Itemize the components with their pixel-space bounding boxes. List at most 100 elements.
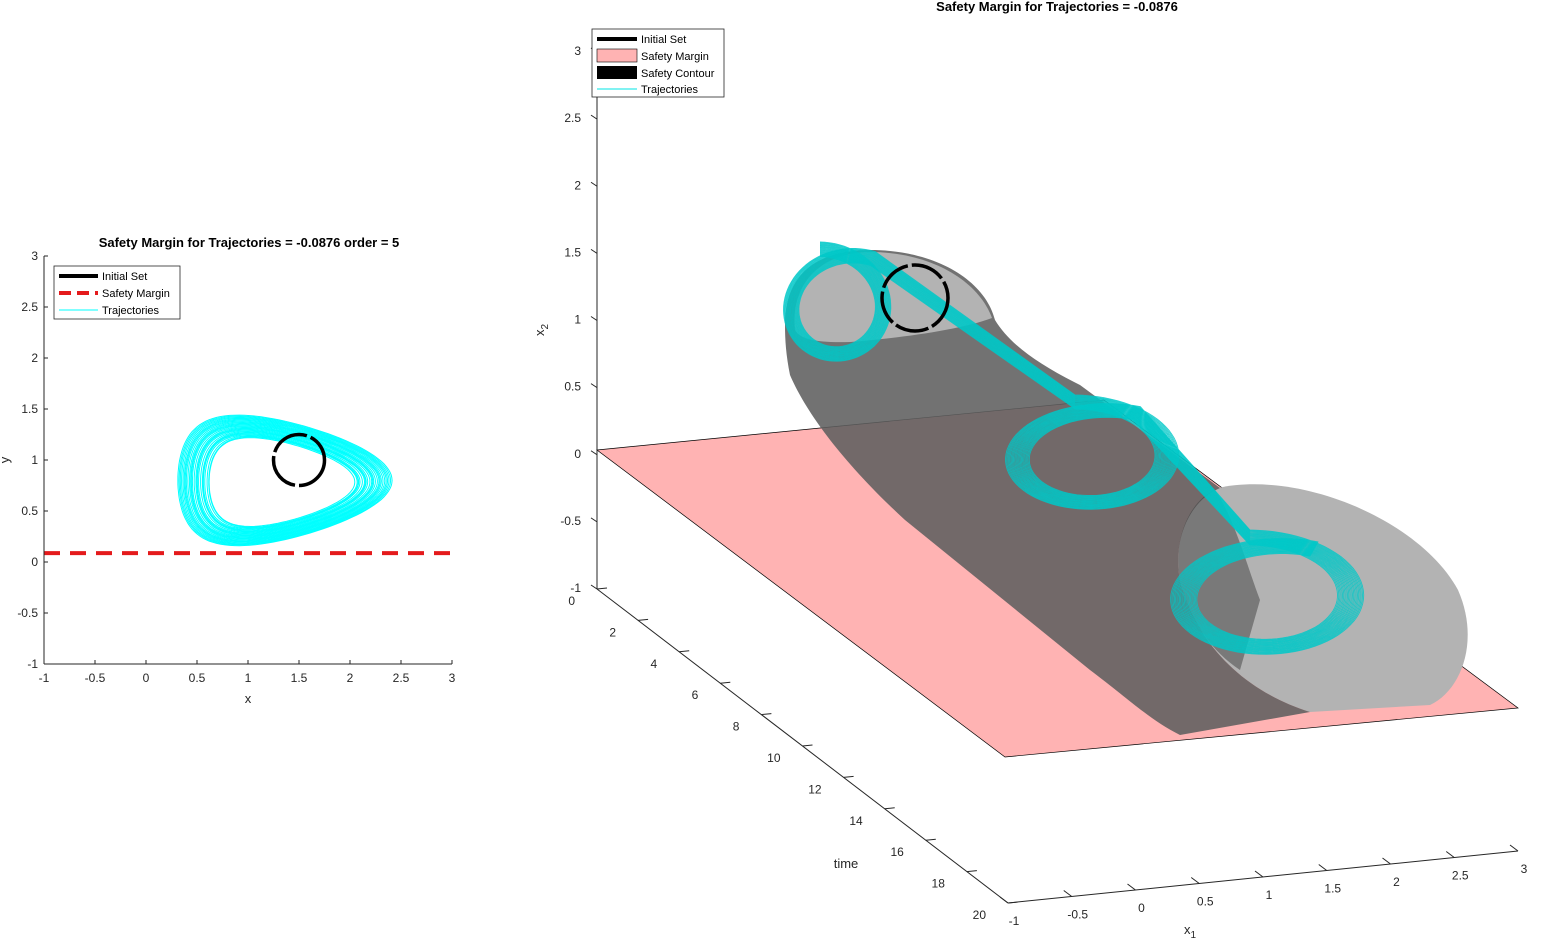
x1-tick-label: 1.5 (1324, 882, 1341, 896)
left-y-tick-label: 0 (31, 555, 38, 569)
phase-plot-3d: Safety Margin for Trajectories = -0.0876… (532, 0, 1528, 941)
time-tick-mark (761, 713, 772, 716)
trajectory-3d-line (785, 243, 1361, 653)
right-chart-title: Safety Margin for Trajectories = -0.0876 (936, 0, 1178, 14)
trajectory-3d-line (793, 251, 1347, 645)
x2-axis-label: x2 (532, 324, 551, 337)
x1-tick-label: 2 (1393, 875, 1400, 889)
x2-tick-label: 0.5 (564, 380, 581, 394)
left-x-tick-label: 3 (449, 671, 456, 685)
time-tick-label: 10 (767, 751, 781, 765)
left-x-tick-label: 1 (245, 671, 252, 685)
left-trajectory-line (181, 417, 389, 544)
left-trajectory-line (196, 428, 371, 535)
trajectory-3d-line (798, 256, 1338, 640)
left-y-tick-label: 2.5 (21, 300, 38, 314)
left-x-axis-label: x (245, 691, 252, 706)
left-y-tick-label: 0.5 (21, 504, 38, 518)
time-tick-label: 4 (651, 657, 658, 671)
x1-tick-mark (1063, 890, 1073, 897)
left-legend-label-safety-margin: Safety Margin (102, 288, 170, 300)
left-legend-label-trajectories: Trajectories (102, 305, 160, 317)
time-axis-label: time (834, 856, 859, 871)
left-trajectories (177, 414, 393, 547)
initial-set-3d (880, 263, 950, 333)
trajectory-3d-line (788, 247, 1355, 650)
trajectories-3d (783, 241, 1365, 655)
time-tick-mark (638, 618, 649, 621)
left-trajectory-line (190, 424, 376, 538)
x2-tick-label: -1 (570, 581, 581, 595)
time-tick-mark (720, 681, 731, 684)
time-tick-mark (679, 650, 690, 653)
left-y-tick-label: -1 (27, 657, 38, 671)
x1-tick-mark (1382, 857, 1391, 865)
trajectory-3d-line (796, 253, 1342, 642)
left-y-tick-label: 3 (31, 249, 38, 263)
left-trajectory-line (201, 431, 366, 532)
x1-tick-label: -1 (1009, 914, 1020, 928)
right-legend-swatch-safety-contour (597, 66, 637, 79)
trajectory-3d-line (794, 251, 1346, 645)
trajectory-3d-line (784, 242, 1362, 654)
x1-tick-mark (1318, 864, 1328, 871)
x1-axis-ticks: -1 -0.5 0 0.5 1 1.5 2 2.5 3 (999, 844, 1528, 928)
left-trajectory-line (202, 432, 363, 531)
time-tick-label: 20 (973, 908, 987, 922)
trajectory-3d-line (783, 242, 1363, 655)
left-y-tick-label: -0.5 (17, 606, 38, 620)
left-y-axis-label: y (0, 456, 12, 463)
left-trajectory-line (198, 430, 367, 534)
x2-tick-label: 1 (574, 313, 581, 327)
left-x-tick-label: 2.5 (393, 671, 410, 685)
left-x-tick-label: 1.5 (291, 671, 308, 685)
left-trajectory-line (177, 414, 393, 547)
x1-tick-label: 0 (1138, 901, 1145, 915)
left-trajectory-line (183, 419, 386, 543)
time-tick-label: 6 (692, 688, 699, 702)
trajectory-3d-line (787, 245, 1357, 651)
x1-tick-mark (1445, 851, 1455, 858)
left-trajectory-line (187, 421, 381, 541)
time-tick-mark (966, 870, 977, 873)
x1-axis-label: x1 (1184, 922, 1197, 941)
trajectory-3d-line (792, 250, 1348, 646)
left-y-tick-label: 2 (31, 351, 38, 365)
right-legend: Initial Set Safety Margin Safety Contour… (591, 28, 725, 98)
right-legend-label-trajectories: Trajectories (641, 84, 699, 96)
left-x-tick-label: -1 (39, 671, 50, 685)
trajectory-3d-line (786, 245, 1358, 652)
time-tick-label: 12 (808, 782, 822, 796)
x2-tick-label: 1.5 (564, 245, 581, 259)
trajectory-3d-line (788, 246, 1356, 650)
x1-axis-label-sub: 1 (1190, 930, 1196, 941)
trajectory-3d-line (791, 249, 1350, 647)
left-trajectory-line (184, 420, 384, 542)
trajectory-3d-line (794, 252, 1345, 644)
x2-tick-mark (590, 450, 598, 456)
x1-tick-label: 1 (1266, 888, 1273, 902)
left-trajectory-line (185, 421, 382, 541)
x2-tick-mark (590, 248, 598, 254)
x2-tick-mark (590, 584, 598, 590)
x2-tick-mark (590, 383, 598, 389)
left-initial-set-circle (271, 432, 327, 488)
x1-tick-label: 2.5 (1452, 869, 1469, 883)
trajectory-3d-line (790, 248, 1352, 648)
right-legend-swatch-safety-margin (596, 48, 638, 63)
phase-plot-2d: Safety Margin for Trajectories = -0.0876… (0, 235, 456, 706)
trajectory-3d-line (783, 241, 1365, 655)
left-legend: Initial Set Safety Margin Trajectories (53, 265, 181, 320)
x1-tick-label: 0.5 (1197, 895, 1214, 909)
x2-axis-label-main: x (532, 329, 547, 336)
time-tick-mark (925, 838, 936, 841)
x1-tick-mark (1254, 870, 1264, 878)
left-trajectory-line (179, 416, 390, 545)
left-trajectory-line (195, 427, 373, 536)
trajectory-3d-line (797, 255, 1340, 641)
time-tick-label: 2 (609, 625, 616, 639)
x2-tick-label: 3 (574, 44, 581, 58)
time-tick-mark (1007, 901, 1019, 904)
x2-tick-mark (590, 316, 598, 321)
